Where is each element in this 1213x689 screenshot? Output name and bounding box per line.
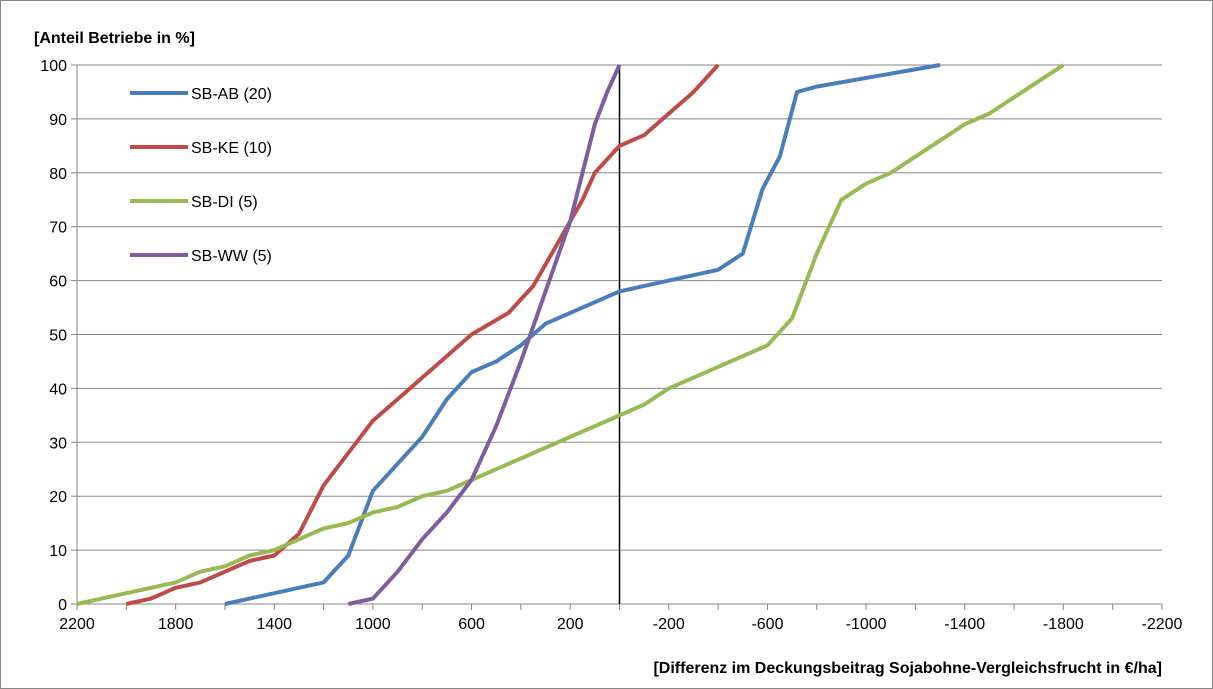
x-tick-label: 1000 [355, 616, 391, 633]
series-line-sb-ke [125, 63, 720, 606]
series-line-sb-ab [224, 63, 941, 606]
series-line-sb-ww [347, 64, 622, 606]
x-tick-label: 1400 [256, 616, 292, 633]
y-tick-label: 100 [40, 58, 67, 75]
y-tick-label: 90 [49, 112, 67, 129]
y-tick-label: 70 [49, 220, 67, 237]
x-tick-label: -200 [653, 616, 685, 633]
y-tick-label: 60 [49, 274, 67, 291]
legend-label: SB-WW (5) [191, 248, 272, 265]
y-tick-label: 30 [49, 435, 67, 452]
x-tick-label: -1400 [944, 616, 985, 633]
legend: SB-AB (20) SB-KE (10) SB-DI (5) SB-WW (5) [130, 86, 272, 265]
x-tick-label: 2200 [59, 616, 95, 633]
x-tick-label: -1800 [1043, 616, 1084, 633]
x-tick-label: 200 [557, 616, 584, 633]
y-tick-label: 50 [49, 328, 67, 345]
y-tick-label: 0 [58, 597, 67, 614]
x-tick-label: 1800 [158, 616, 194, 633]
y-tick-label: 20 [49, 489, 67, 506]
series-line-sb-di [76, 63, 1065, 606]
y-axis-title: [Anteil Betriebe in %] [34, 30, 195, 47]
y-tick-label: 10 [49, 543, 67, 560]
x-tick-label: -600 [751, 616, 783, 633]
x-tick-label: -1000 [846, 616, 887, 633]
axes: 0 10 20 30 40 50 60 70 80 90 100 2200 1800 1400 1000 60… [40, 58, 1182, 633]
legend-label: SB-KE (10) [191, 140, 272, 157]
x-tick-label: -2200 [1142, 616, 1183, 633]
y-tick-label: 40 [49, 381, 67, 398]
x-axis-title: [Differenz im Deckungsbeitrag Sojabohne-… [653, 660, 1162, 677]
legend-label: SB-DI (5) [191, 194, 258, 211]
x-tick-label: 600 [458, 616, 485, 633]
y-tick-label: 80 [49, 166, 67, 183]
legend-label: SB-AB (20) [191, 86, 272, 103]
series-lines [76, 63, 1065, 606]
